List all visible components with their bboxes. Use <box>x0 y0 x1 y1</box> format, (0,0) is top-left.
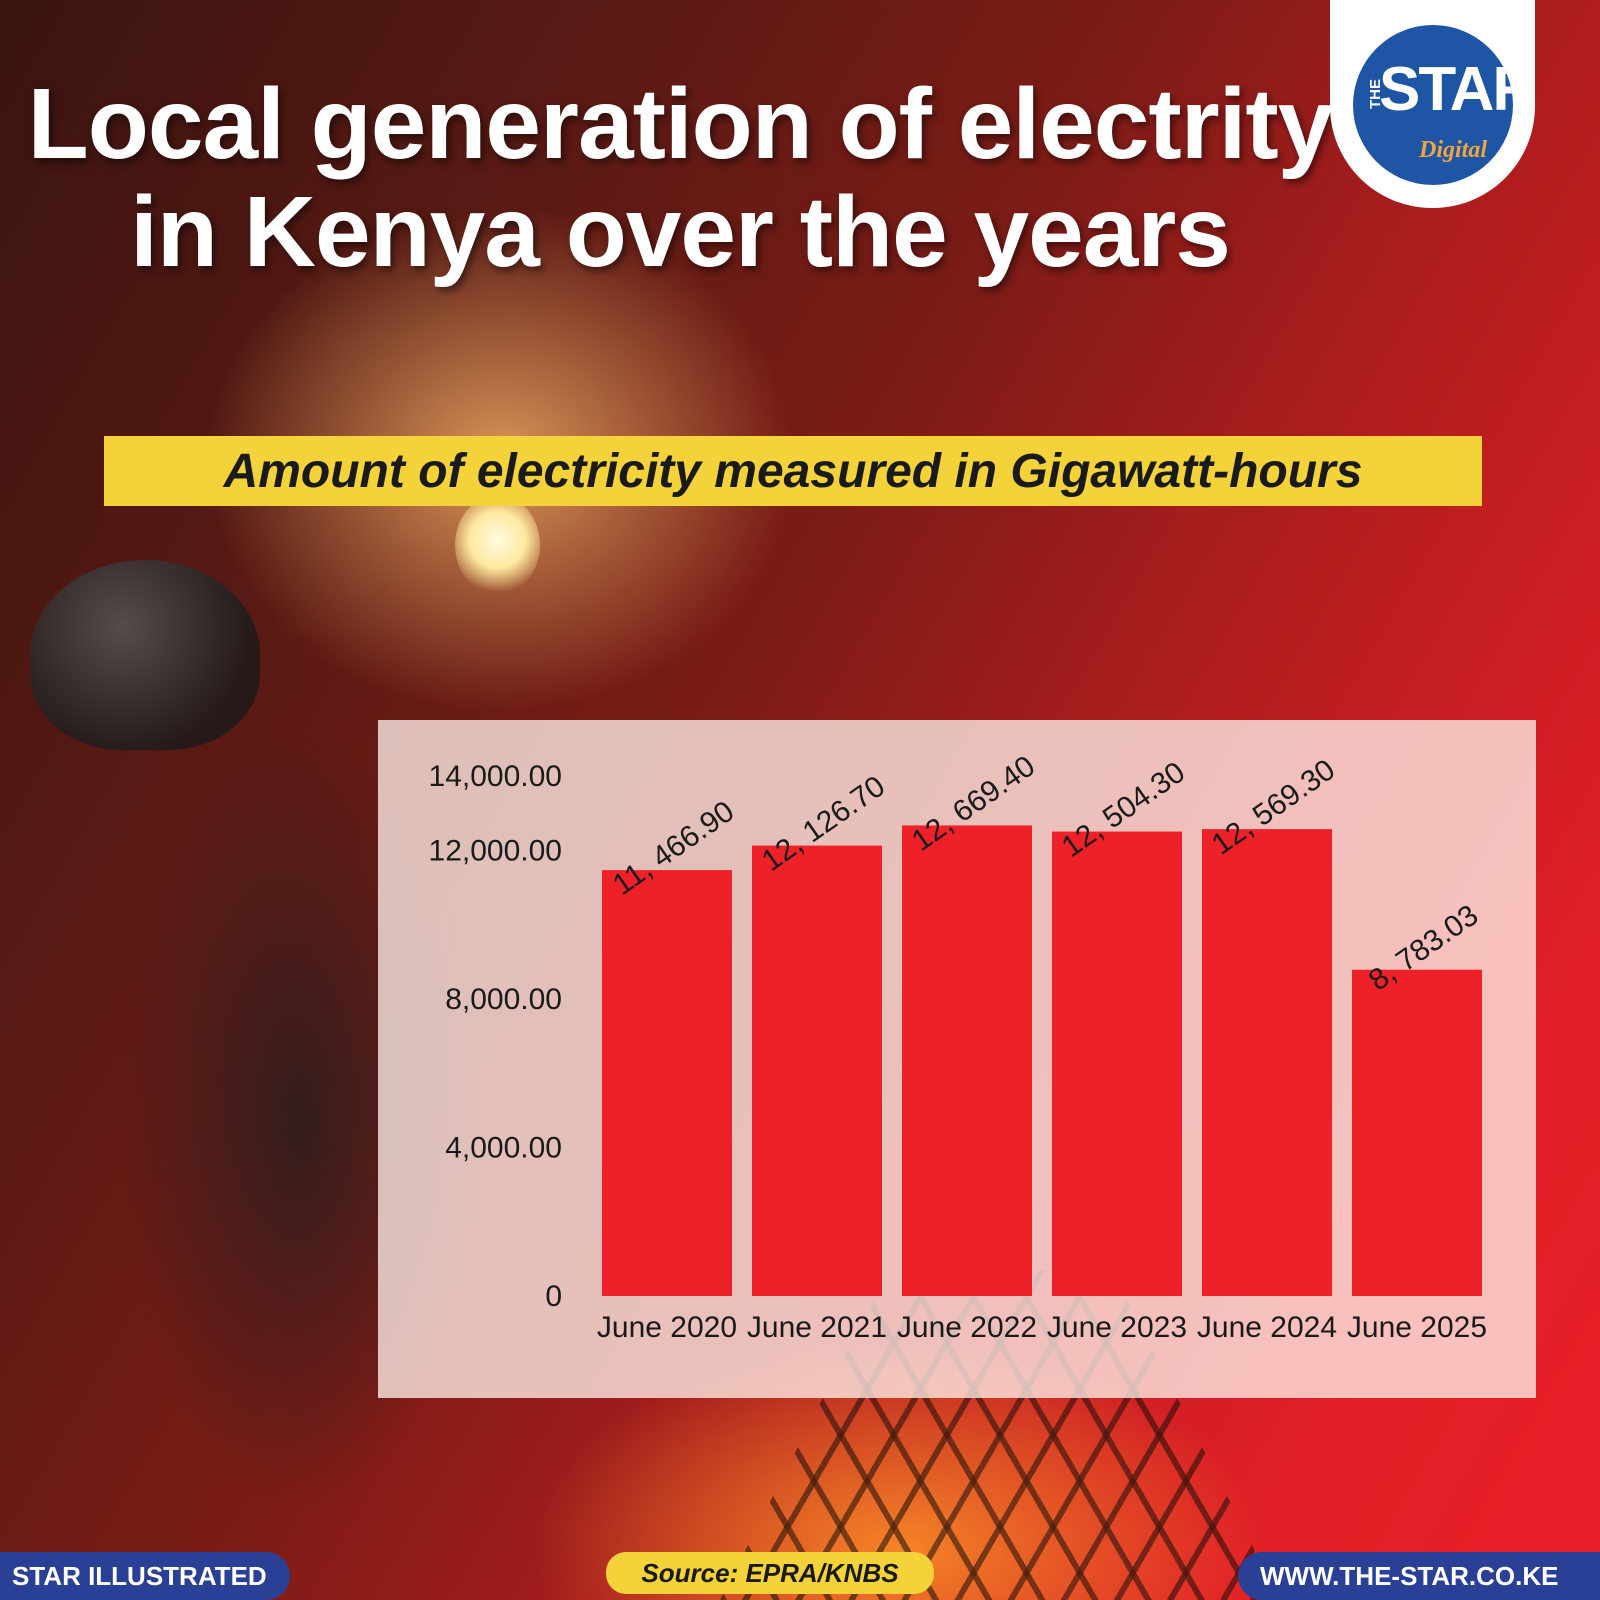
y-tick-label: 8,000.00 <box>445 983 562 1016</box>
page-title: Local generation of electrity in Kenya o… <box>27 68 1334 288</box>
x-tick-label: June 2024 <box>1197 1311 1337 1344</box>
subtitle-banner: Amount of electricity measured in Gigawa… <box>104 436 1482 506</box>
source-badge: Source: EPRA/KNBS <box>606 1552 934 1594</box>
footer-star-illustrated: STAR ILLUSTRATED <box>0 1552 290 1600</box>
subtitle-text: Amount of electricity measured in Gigawa… <box>223 444 1363 498</box>
x-tick-label: June 2021 <box>747 1311 887 1344</box>
chart-panel: 0 4,000.00 8,000.00 12,000.00 14,000.00 11, 4… <box>378 720 1536 1398</box>
x-tick-label: June 2020 <box>597 1311 737 1344</box>
star-logo-circle: THE STAR Digital <box>1353 25 1513 185</box>
logo-digital-text: Digital <box>1419 137 1488 163</box>
footer-website-link[interactable]: WWW.THE-STAR.CO.KE <box>1238 1552 1600 1600</box>
logo-star-text: STAR <box>1379 55 1513 124</box>
y-tick-label: 0 <box>545 1280 562 1313</box>
bar <box>1052 831 1182 1296</box>
helmet-shape <box>30 560 260 750</box>
bar <box>752 845 882 1296</box>
y-tick-label: 4,000.00 <box>445 1131 562 1164</box>
bar <box>1352 969 1482 1296</box>
light-bulb-glow <box>455 495 540 595</box>
x-tick-label: June 2025 <box>1347 1311 1487 1344</box>
y-tick-label: 14,000.00 <box>429 760 562 793</box>
bar <box>602 870 732 1296</box>
bar <box>1202 829 1332 1296</box>
bar <box>902 825 1032 1296</box>
x-tick-label: June 2022 <box>897 1311 1037 1344</box>
y-tick-label: 12,000.00 <box>429 834 562 867</box>
x-tick-label: June 2023 <box>1047 1311 1187 1344</box>
star-logo: THE STAR Digital <box>1330 0 1535 208</box>
